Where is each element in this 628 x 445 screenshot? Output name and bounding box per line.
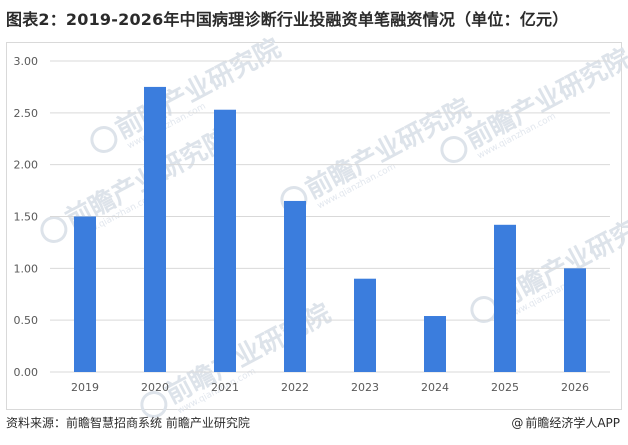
y-tick-label: 1.00 [14,262,39,275]
bar-2026 [564,268,586,372]
watermark-text: 前瞻产业研究院 [460,42,628,155]
gridlines [50,60,610,373]
y-tick-label: 0.50 [14,314,39,327]
bar-2023 [354,278,376,372]
chart-title: 图表2：2019-2026年中国病理诊断行业投融资单笔融资情况（单位：亿元） [6,10,569,29]
brand-label: 前瞻经济学人APP [525,416,620,430]
x-tick-label: 2023 [351,381,379,394]
y-axis-ticks: 0.00 0.50 1.00 1.50 2.00 2.50 3.00 [14,55,39,379]
watermark-text: 前瞻产业研究院 [110,32,285,145]
x-tick-label: 2022 [281,381,309,394]
bar-2019 [74,216,96,372]
x-axis-ticks: 2019 2020 2021 2022 2023 2024 2025 2026 [71,381,589,394]
watermark-text: 前瞻产业研究院 [300,92,475,205]
watermark-logo-icon [40,216,68,244]
brand-credit: @ 前瞻经济学人APP [511,414,620,431]
source-note: 资料来源：前瞻智慧招商系统 前瞻产业研究院 [6,416,250,430]
bar-2022 [284,200,306,372]
x-tick-label: 2020 [141,381,169,394]
at-icon: @ [511,415,524,430]
x-tick-label: 2021 [211,381,239,394]
x-tick-label: 2024 [421,381,449,394]
y-tick-label: 0.00 [14,366,39,379]
bar-2021 [214,109,236,373]
watermark-logo-icon [90,126,118,154]
bars [74,86,586,373]
watermark-text: 前瞻产业研究院 [160,297,335,410]
watermark-logo-icon [140,391,168,419]
watermark-logo-icon [440,136,468,164]
x-tick-label: 2019 [71,381,99,394]
y-tick-label: 3.00 [14,55,39,68]
x-tick-label: 2026 [561,381,589,394]
bar-2020 [144,86,166,373]
chart-frame [6,42,622,410]
bar-2024 [424,316,446,372]
y-tick-label: 2.00 [14,159,39,172]
bar-2025 [494,224,516,372]
y-tick-label: 2.50 [14,107,39,120]
y-tick-label: 1.50 [14,211,39,224]
x-tick-label: 2025 [491,381,519,394]
